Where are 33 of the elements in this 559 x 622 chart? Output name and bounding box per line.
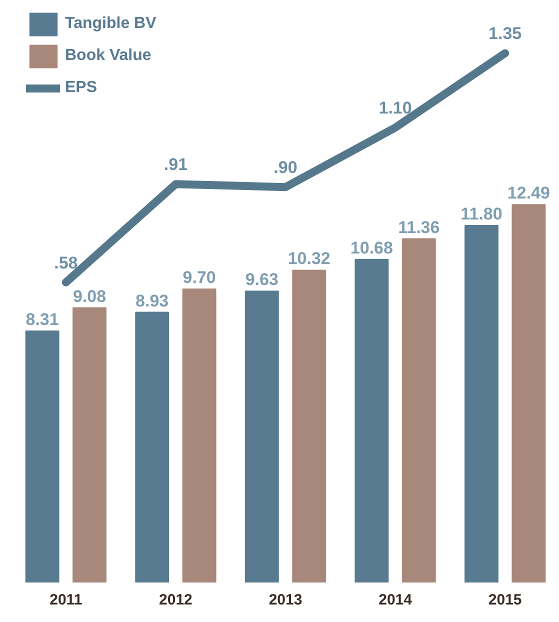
bar [464,224,498,582]
data-label: 1.35 [488,24,522,44]
x-tick-label: 2013 [268,592,302,608]
x-tick-label: 2012 [159,592,192,608]
legend-label: EPS [65,79,98,97]
legend-label: Book Value [65,47,152,65]
bar [402,238,436,582]
data-label: 8.31 [26,310,59,330]
data-label: .91 [164,155,188,174]
bar [135,312,170,582]
bar [72,307,106,582]
legend-label: Tangible BV [65,15,156,33]
data-label: 9.63 [245,270,278,290]
x-tick-label: 2015 [488,592,522,608]
data-label: 11.80 [460,204,502,224]
data-label: 12.49 [507,184,550,203]
bar [244,290,279,582]
data-label: 8.93 [136,291,169,310]
data-label: 9.70 [182,268,216,287]
data-label: 11.36 [398,218,440,237]
bar [354,258,389,582]
bar [182,288,216,582]
data-label: 10.68 [350,238,393,258]
data-label: 9.08 [72,286,106,306]
data-label: 10.32 [288,249,330,268]
x-tick-label: 2011 [50,592,82,608]
x-tick-label: 2014 [378,592,413,608]
bar [292,270,326,582]
data-label: .90 [274,158,298,178]
data-label: .58 [54,253,78,272]
data-label: 1.10 [378,98,412,118]
bar [512,204,546,582]
bar [25,330,60,582]
